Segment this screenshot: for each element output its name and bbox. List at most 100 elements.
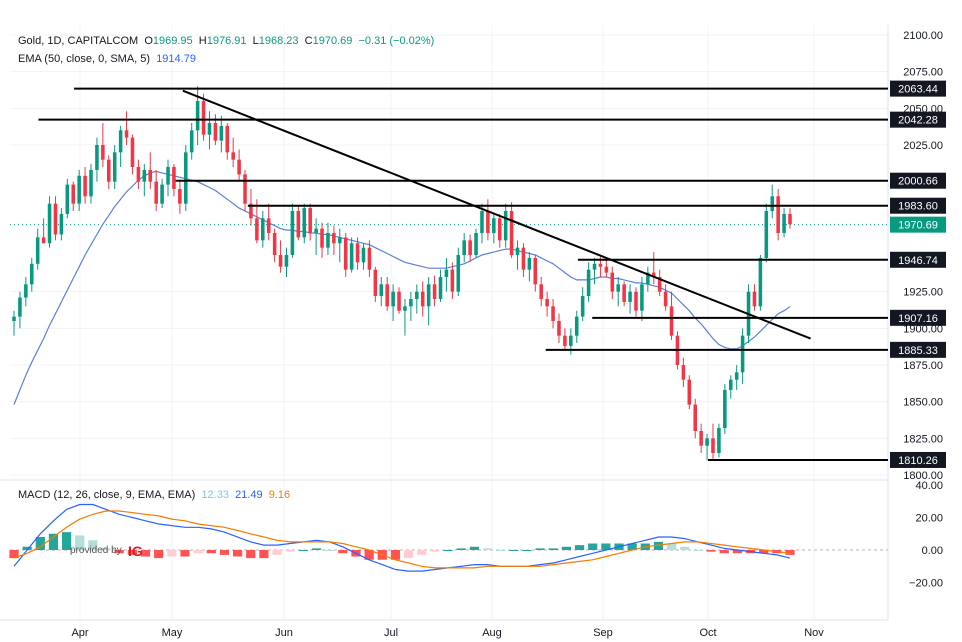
candle-body [225, 125, 230, 153]
candle [497, 213, 502, 248]
candle-body [41, 237, 46, 244]
candle [474, 228, 478, 258]
candle-body [663, 291, 668, 307]
high-value: 1976.91 [206, 35, 247, 47]
level-tag [890, 80, 946, 97]
candle [628, 284, 632, 314]
candle-body [699, 431, 703, 446]
candle [717, 423, 721, 458]
candle [574, 310, 579, 343]
candle-body [95, 145, 99, 170]
candle-body [415, 291, 419, 299]
candle [515, 240, 520, 270]
candle [284, 247, 289, 277]
candle-body [776, 196, 780, 233]
candle [77, 169, 81, 211]
symbol-name: Gold, 1D, CAPITALCOM [18, 35, 139, 47]
level-tag [890, 341, 946, 358]
candle [302, 203, 307, 244]
candle [444, 257, 449, 292]
price-tags: 2063.44 2042.28 2000.66 1983.60 1946.74 1907.… [890, 80, 946, 468]
symbol-legend: Gold, 1D, CAPITALCOM O1969.95 H1976.91 L… [18, 35, 434, 47]
candle-body [462, 240, 466, 255]
candle-body [112, 152, 117, 182]
candle [320, 222, 324, 258]
candle-body [385, 284, 389, 307]
macd-histogram-bar [311, 548, 322, 550]
macd-histogram-bar [588, 543, 598, 550]
price-tick-label: 1900.00 [903, 323, 943, 335]
open-value: 1969.95 [152, 35, 193, 47]
macd-tick-label: 40.00 [915, 480, 943, 492]
macd-histogram-bar [417, 550, 427, 555]
candle-body [243, 174, 247, 204]
macd-histogram-bar [390, 550, 401, 560]
candle [71, 181, 76, 211]
candle-body [160, 184, 164, 204]
candle-body [130, 137, 135, 167]
price-tick-label: 1850.00 [903, 397, 943, 409]
candle [604, 257, 609, 277]
candle [492, 213, 496, 244]
candle-body [154, 181, 158, 204]
candle [782, 208, 786, 238]
high-label: H [198, 35, 207, 47]
candle [462, 233, 466, 263]
macd-histogram-bar [680, 546, 690, 550]
candle-body [83, 175, 87, 197]
candle-body [266, 218, 271, 233]
candle [148, 152, 153, 189]
candle-body [53, 203, 58, 235]
time-tick-label: Apr [71, 627, 88, 639]
candle [776, 189, 780, 241]
watermark-text: provided by [70, 545, 122, 556]
candle-body [651, 272, 656, 277]
candle-body [480, 211, 484, 233]
candle [646, 266, 650, 292]
horizontal-levels [38, 87, 888, 461]
candle-body [687, 379, 692, 405]
candle-body [486, 211, 490, 233]
candle [527, 252, 532, 282]
candle-body [355, 243, 360, 263]
macd-histogram-bar [22, 546, 32, 550]
candle [734, 365, 739, 390]
candle [592, 257, 597, 285]
candle-body [492, 218, 496, 233]
candle [723, 384, 727, 434]
level-tag-label: 1810.26 [898, 455, 938, 467]
candle [651, 252, 656, 285]
candle [112, 145, 117, 189]
candle [509, 202, 514, 258]
candle [693, 398, 697, 439]
candle-body [47, 203, 52, 244]
macd-histogram-bar [206, 550, 216, 554]
candle-body [438, 277, 443, 299]
candle-body [628, 291, 632, 302]
candle-body [308, 208, 312, 233]
candle-body [77, 175, 81, 204]
candle [468, 234, 472, 263]
candle-body [521, 247, 526, 270]
candle [47, 196, 52, 248]
candle-body [148, 169, 153, 182]
candle-body [444, 269, 449, 277]
candle-body [580, 296, 585, 317]
candle-body [24, 284, 28, 298]
candle-body [184, 152, 188, 204]
candle [545, 291, 549, 317]
candle-body [509, 211, 514, 255]
candle [397, 287, 401, 314]
candle-body [12, 316, 16, 321]
macd-histogram-bar [719, 550, 729, 554]
candle [41, 218, 46, 244]
macd-histogram-bar [338, 550, 348, 554]
price-tick-label: 1825.00 [903, 433, 943, 445]
close-value: 1970.69 [312, 35, 353, 47]
macd-histogram-bar [285, 550, 295, 552]
candle [361, 243, 366, 270]
candle-body [35, 237, 40, 264]
candle-body [598, 263, 603, 267]
candle [521, 243, 526, 277]
candle [231, 137, 235, 167]
